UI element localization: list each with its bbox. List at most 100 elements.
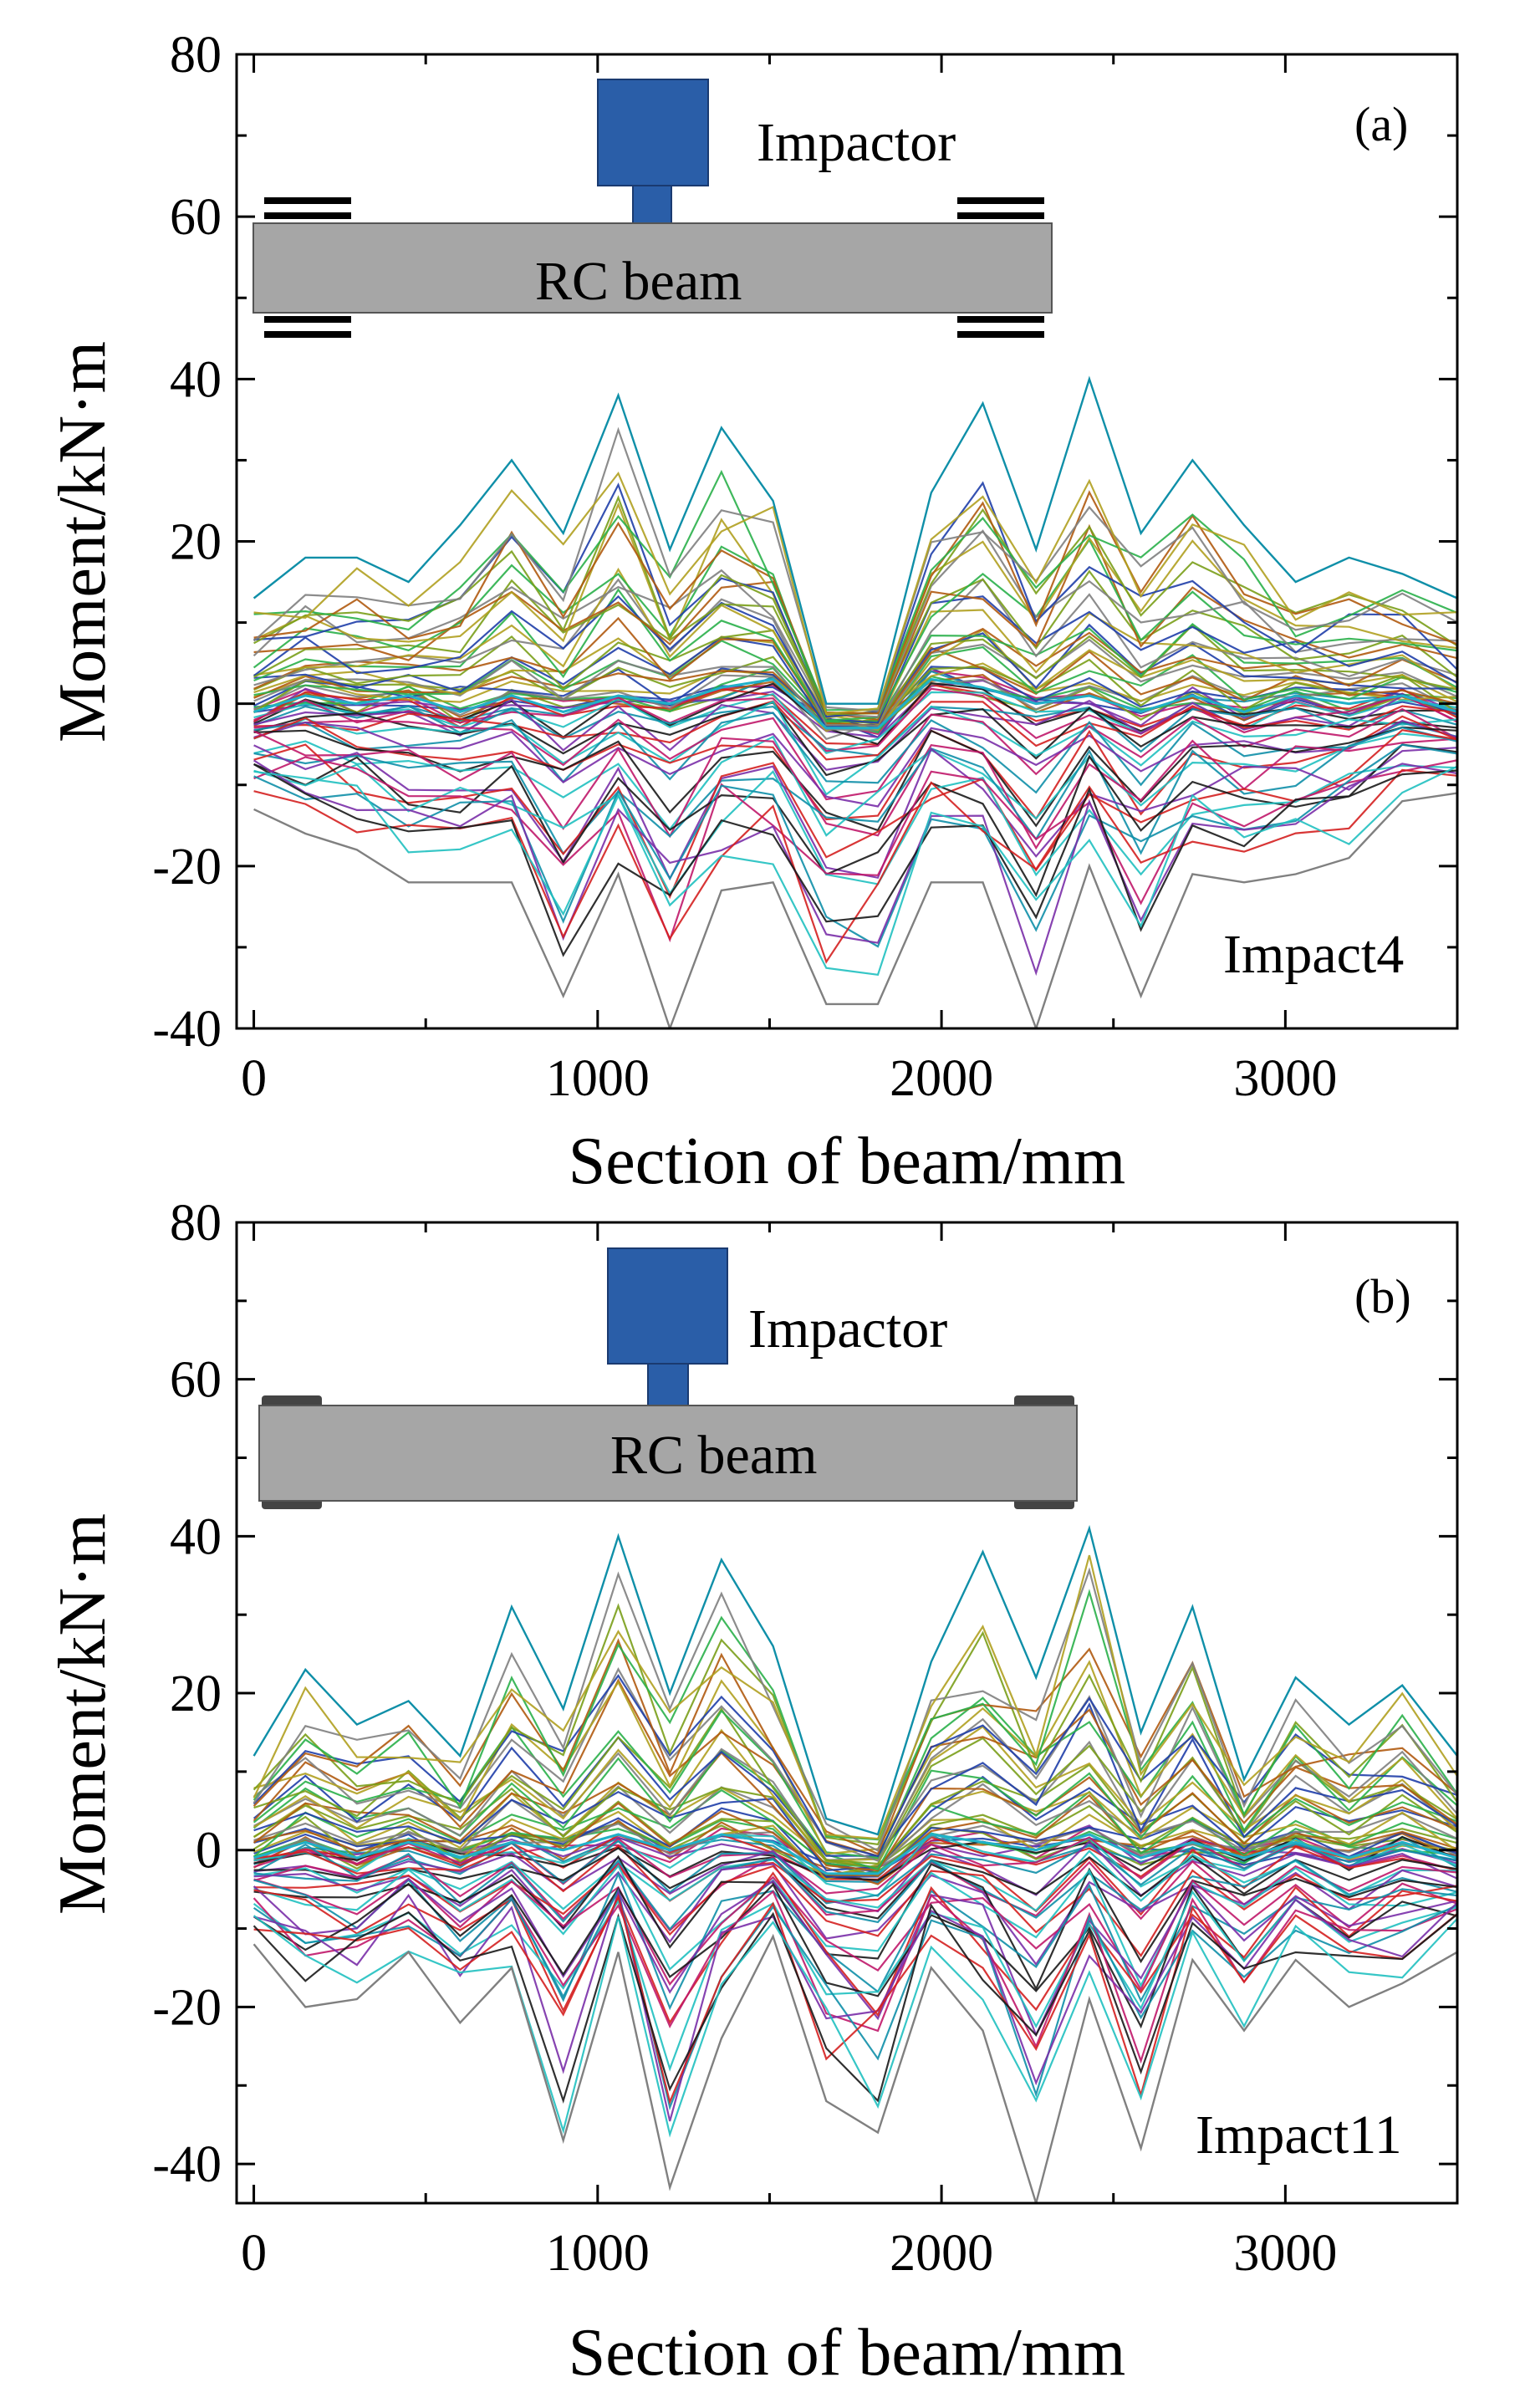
series-line [252, 1696, 1457, 1860]
series-line [253, 1863, 1457, 1967]
y-tick-label: 80 [170, 1195, 222, 1252]
y-tick-label: 80 [170, 27, 222, 84]
series-line [253, 578, 1457, 727]
panel-b-plot-frame [235, 1221, 1459, 2205]
impactor-head [597, 79, 709, 186]
y-tick-label: 40 [170, 1508, 222, 1565]
x-tick-label: 2000 [890, 1050, 993, 1107]
series-line [253, 687, 1457, 752]
series-line [253, 700, 1457, 796]
series-line [253, 481, 1457, 718]
x-tick-label: 3000 [1233, 1050, 1337, 1107]
series-line [253, 730, 1457, 850]
series-line [253, 471, 1457, 715]
y-tick-label: 20 [170, 514, 222, 571]
series-line [253, 763, 1457, 895]
x-tick-label: 2000 [890, 2225, 993, 2282]
panel-b-beam-diagram: RC beam Impactor [258, 1247, 1078, 1509]
x-tick-label: 1000 [546, 2225, 650, 2282]
y-tick-label: -20 [152, 839, 222, 895]
series-line [252, 1554, 1457, 1840]
panel-b-annotation: Impact11 [1196, 2104, 1402, 2166]
x-tick-label: 0 [241, 1050, 267, 1107]
y-tick-label: 60 [170, 1352, 222, 1409]
series-line [253, 705, 1457, 757]
rc-beam [258, 1405, 1078, 1502]
envelope-min-line [253, 792, 1457, 1028]
x-tick-label: 1000 [546, 1050, 650, 1107]
rc-beam [252, 222, 1053, 314]
series-line [252, 1788, 1457, 1869]
y-tick-label: -40 [152, 1001, 222, 1058]
series-line [252, 1667, 1457, 1862]
envelope-max-line [252, 375, 1457, 705]
impactor-label: Impactor [748, 1298, 947, 1360]
series-line [253, 1849, 1457, 1912]
center-trace-line [253, 1833, 1457, 1875]
series-line [252, 529, 1457, 718]
envelope-max-line [252, 1524, 1457, 1836]
series-line [253, 756, 1457, 943]
series-line [253, 727, 1457, 855]
y-tick-label: -40 [152, 2136, 222, 2193]
series-line [253, 732, 1457, 837]
series-line [253, 1871, 1457, 2011]
series-line [253, 490, 1457, 715]
beam-label: RC beam [610, 1425, 817, 1486]
series-line [252, 1887, 1457, 2110]
series-line [253, 759, 1457, 977]
series-line [253, 1882, 1457, 2029]
panel-b: -40 -20 0 20 40 60 80 0 1000 2000 3000 RC beam Imp… [46, 1195, 1459, 2390]
series-line [253, 1888, 1457, 2122]
x-tick-label: 3000 [1233, 2225, 1337, 2282]
series-line [253, 1875, 1457, 1992]
y-tick-label: 60 [170, 189, 222, 246]
series-line [252, 426, 1457, 712]
series-line [252, 1915, 1457, 2138]
panel-a-beam-diagram: RC beam Impactor [252, 79, 1053, 338]
series-line [252, 1890, 1457, 2072]
impactor-head [607, 1247, 728, 1365]
series-line [253, 1893, 1457, 2105]
series-line [253, 744, 1457, 881]
panel-b-label: (b) [1354, 1269, 1411, 1324]
x-tick-label: 0 [241, 2225, 267, 2282]
right-clamp [957, 197, 1044, 338]
panel-b-y-axis-title: Moment/kN·m [46, 1513, 120, 1915]
series-group [252, 375, 1457, 1028]
series-line [253, 707, 1457, 801]
series-line [253, 729, 1457, 900]
panel-b-ticks: -40 -20 0 20 40 60 80 0 1000 2000 3000 [152, 1195, 1457, 2282]
series-line [253, 1835, 1457, 1881]
panel-b-x-axis-title: Section of beam/mm [569, 2316, 1126, 2390]
series-line [253, 691, 1457, 754]
panel-a-x-axis-title: Section of beam/mm [569, 1125, 1126, 1198]
y-tick-label: 20 [170, 1666, 222, 1722]
panel-a-series [252, 375, 1457, 1028]
center-trace-line [253, 677, 1457, 730]
series-line [253, 1839, 1457, 1905]
y-tick-label: 0 [196, 676, 222, 733]
y-tick-label: 0 [196, 1823, 222, 1880]
series-line [253, 712, 1457, 794]
beam-label: RC beam [535, 251, 742, 312]
series-line [252, 1877, 1457, 2038]
series-line [253, 719, 1457, 808]
series-line [253, 743, 1457, 898]
series-line [253, 701, 1457, 777]
series-line [253, 765, 1457, 977]
series-line [253, 1660, 1457, 1855]
envelope-min-line [252, 1933, 1457, 2203]
panel-a-y-axis-title: Moment/kN·m [46, 341, 120, 742]
impactor-rod [647, 1363, 689, 1406]
series-line [253, 683, 1457, 746]
series-line [253, 1871, 1457, 2025]
panel-a-ticks: -40 -20 0 20 40 60 80 0 1000 2000 3000 [152, 27, 1457, 1107]
series-line [253, 1864, 1457, 1958]
series-line [253, 523, 1457, 721]
series-group [252, 1524, 1457, 2203]
impactor-rod [632, 185, 672, 224]
panel-b-series [252, 1524, 1457, 2203]
series-line [252, 1903, 1457, 2104]
